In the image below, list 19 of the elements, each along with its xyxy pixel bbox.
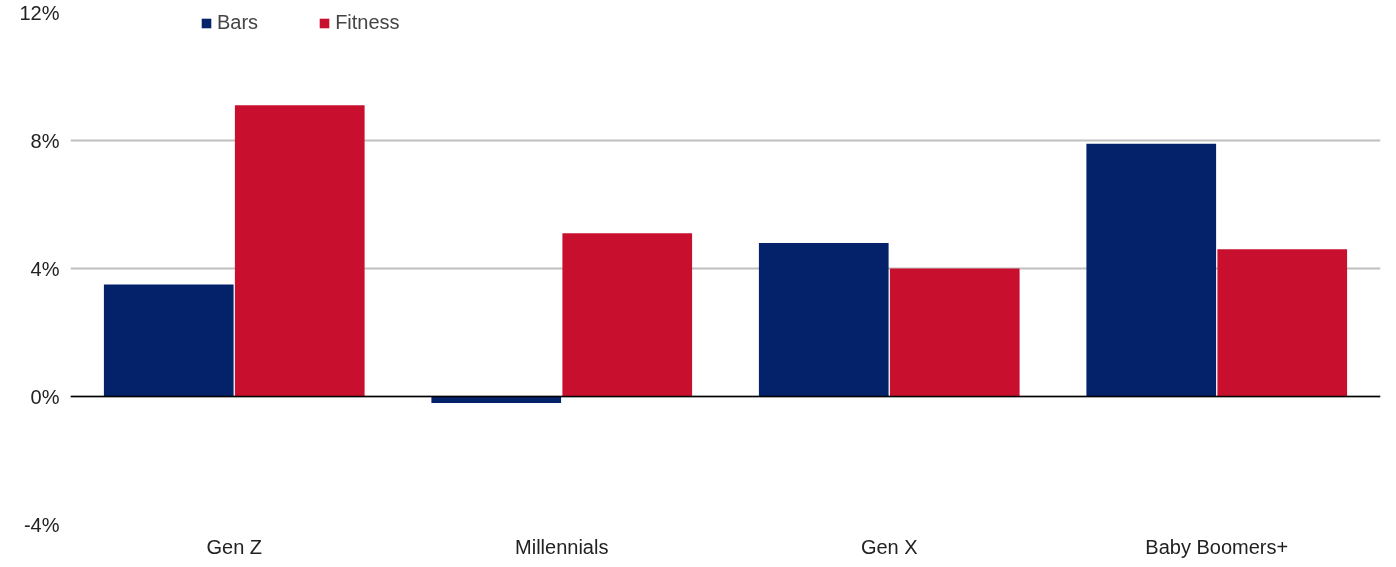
y-tick-label: 0% — [30, 385, 60, 408]
x-tick-label: Gen X — [860, 535, 918, 558]
bar — [234, 105, 365, 397]
bar — [1086, 143, 1217, 397]
legend-label: Fitness — [335, 11, 400, 34]
x-tick-label: Millennials — [515, 535, 609, 558]
y-tick-label: -4% — [23, 513, 60, 536]
y-tick-label: 8% — [30, 129, 60, 152]
bar — [758, 242, 889, 397]
bar — [889, 268, 1020, 397]
bar — [103, 284, 234, 397]
legend-label: Bars — [217, 11, 259, 34]
x-tick-label: Gen Z — [206, 535, 263, 558]
x-tick-label: Baby Boomers+ — [1145, 535, 1289, 558]
y-tick-label: 4% — [30, 257, 60, 280]
bar — [1217, 249, 1348, 397]
bar — [431, 396, 562, 403]
bar — [562, 233, 693, 397]
y-tick-label: 12% — [19, 1, 60, 24]
